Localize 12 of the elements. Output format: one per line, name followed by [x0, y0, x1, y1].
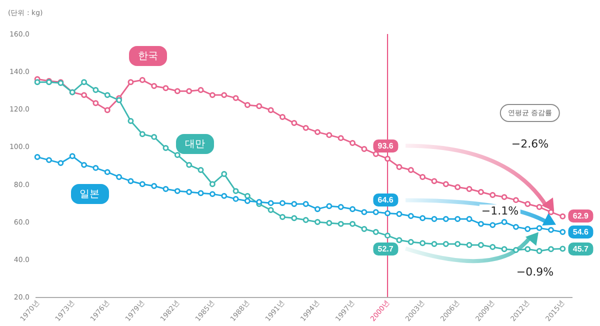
series-label: 대만 [176, 134, 214, 154]
data-label: 62.9 [568, 210, 594, 223]
data-label: 45.7 [568, 242, 594, 256]
data-label: 54.6 [568, 226, 594, 238]
series-label: 일본 [70, 184, 109, 204]
data-label: 52.7 [372, 242, 398, 256]
annotation: −2.6% [509, 138, 551, 150]
annotation: −0.9% [514, 266, 556, 278]
data-label: 93.6 [372, 139, 398, 152]
data-label: 64.6 [372, 194, 398, 207]
series-label: 한국 [129, 46, 168, 66]
annotation: −1.1% [479, 204, 521, 218]
